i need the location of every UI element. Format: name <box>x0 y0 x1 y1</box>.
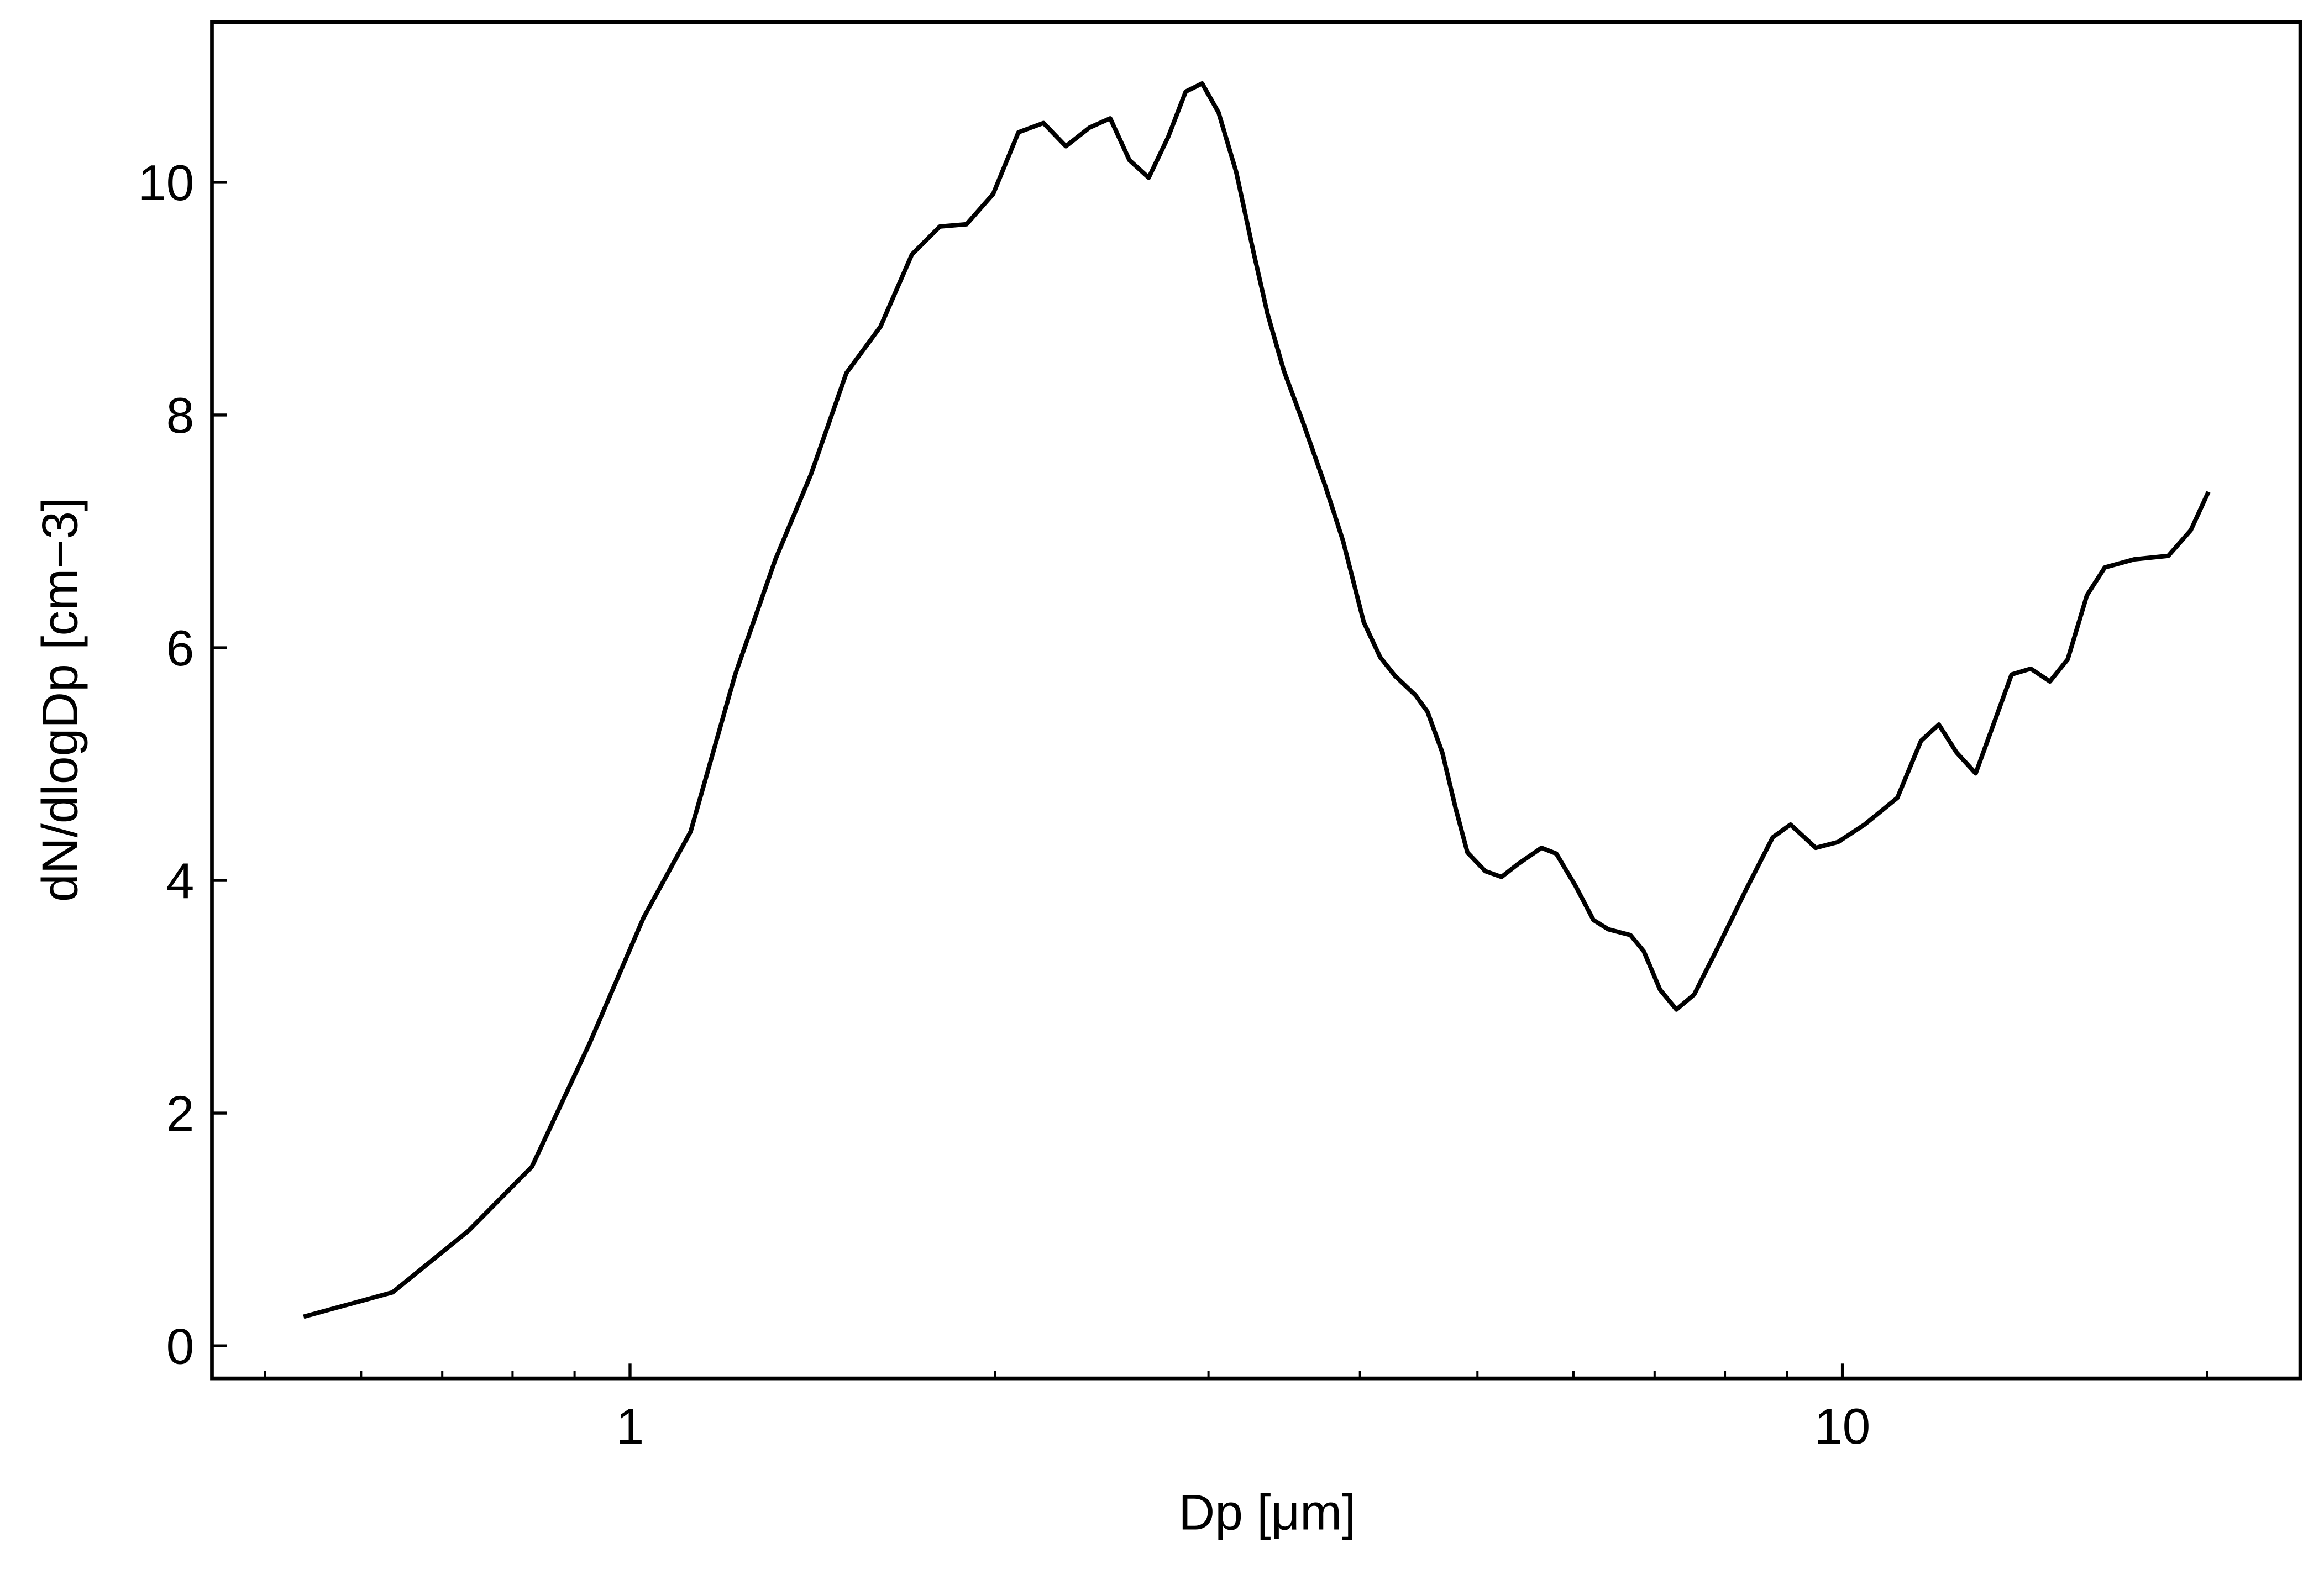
y-tick-label: 4 <box>166 853 195 909</box>
y-tick-label: 2 <box>166 1085 195 1142</box>
data-line <box>303 81 2211 1319</box>
x-axis-label: Dp [μm] <box>1178 1484 1356 1541</box>
x-tick-label: 1 <box>616 1398 644 1455</box>
y-tick-label: 8 <box>166 387 195 444</box>
y-axis-label: dN/dlogDp [cm−3] <box>32 497 88 902</box>
plot-frame <box>210 20 2302 1381</box>
y-tick-label: 10 <box>138 155 194 211</box>
y-tick-label: 6 <box>166 620 195 676</box>
x-tick-label: 10 <box>1814 1398 1870 1455</box>
y-tick-label: 0 <box>166 1318 195 1374</box>
